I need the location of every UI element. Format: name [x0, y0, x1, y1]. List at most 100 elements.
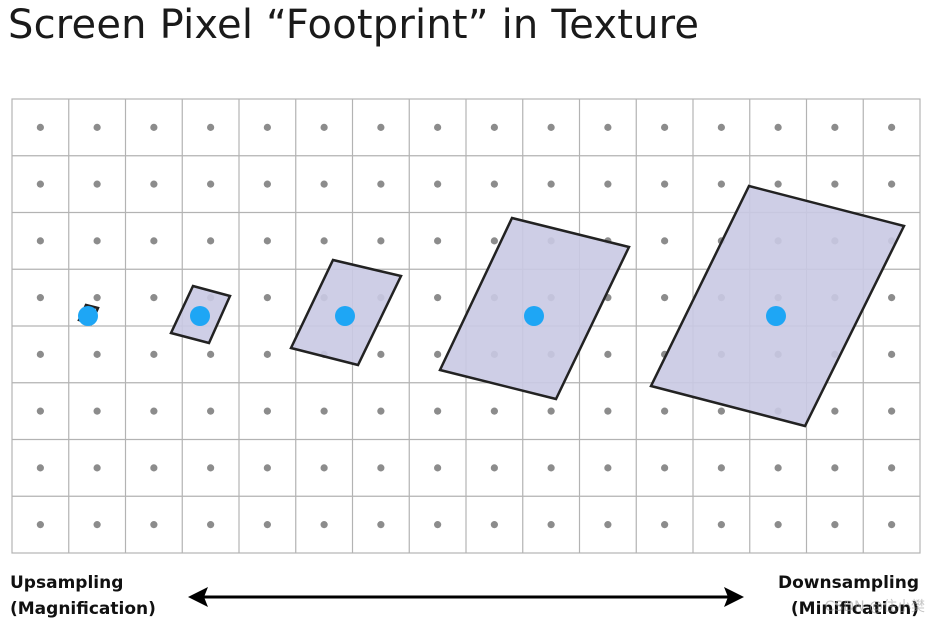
texel-dot — [774, 464, 782, 472]
downsampling-label: Downsampling (Minification) — [778, 570, 919, 622]
texel-dot — [888, 180, 896, 188]
texel-dot — [661, 294, 669, 302]
double-arrow — [188, 587, 744, 607]
texel-dot — [263, 407, 271, 415]
texel-dot — [604, 180, 612, 188]
texel-dot — [36, 180, 44, 188]
texel-dot — [888, 407, 896, 415]
texel-dot — [717, 180, 725, 188]
texel-dot — [434, 464, 442, 472]
texel-dot — [490, 407, 498, 415]
texel-dot — [320, 123, 328, 131]
texel-dot — [717, 464, 725, 472]
texel-dot — [263, 180, 271, 188]
texel-dot — [888, 294, 896, 302]
texel-dot — [263, 294, 271, 302]
texel-dot — [661, 464, 669, 472]
texel-dot — [93, 294, 101, 302]
texel-dot — [93, 237, 101, 245]
texel-dot — [547, 464, 555, 472]
texel-dot — [263, 237, 271, 245]
texel-dot — [150, 180, 158, 188]
texel-dot — [434, 180, 442, 188]
texel-dot — [888, 123, 896, 131]
texel-dot — [490, 464, 498, 472]
texel-dot — [150, 237, 158, 245]
texel-dot — [377, 407, 385, 415]
texel-dot — [717, 521, 725, 529]
texel-dot — [263, 123, 271, 131]
texel-dot — [434, 407, 442, 415]
texel-dot — [547, 407, 555, 415]
arrow-head-left — [188, 587, 208, 607]
minification-text: (Minification) — [790, 599, 919, 619]
texel-dot — [661, 123, 669, 131]
texel-dot — [93, 464, 101, 472]
texel-dot — [36, 464, 44, 472]
texel-dot — [93, 350, 101, 358]
texel-dot — [93, 521, 101, 529]
texel-dot — [604, 407, 612, 415]
footprint-xlarge — [649, 184, 906, 428]
texel-dot — [831, 464, 839, 472]
texel-dot — [377, 123, 385, 131]
texel-dot — [831, 407, 839, 415]
texel-dot — [36, 237, 44, 245]
texel-dot — [320, 407, 328, 415]
texel-dot — [150, 521, 158, 529]
pixel-center-dot — [190, 306, 210, 326]
slide-title: Screen Pixel “Footprint” in Texture — [8, 2, 700, 48]
texel-dot — [831, 123, 839, 131]
texel-dot — [377, 237, 385, 245]
texel-dot — [320, 464, 328, 472]
texel-dot — [150, 407, 158, 415]
texel-dot — [93, 407, 101, 415]
texel-dot — [661, 180, 669, 188]
texel-dot — [490, 180, 498, 188]
texel-dot — [547, 521, 555, 529]
texel-dot — [207, 123, 215, 131]
texel-dot — [207, 521, 215, 529]
texel-dot — [263, 464, 271, 472]
texel-dot — [434, 521, 442, 529]
texel-dot — [207, 350, 215, 358]
texel-dot — [434, 350, 442, 358]
texel-dot — [150, 123, 158, 131]
texel-dot — [150, 350, 158, 358]
texel-dot — [717, 407, 725, 415]
magnification-text: (Magnification) — [10, 599, 156, 619]
pixel-center-dot — [766, 306, 786, 326]
texel-dot — [36, 350, 44, 358]
texel-dot — [717, 123, 725, 131]
texel-dot — [604, 123, 612, 131]
texel-dot — [320, 180, 328, 188]
texel-dot — [36, 407, 44, 415]
texel-dot — [547, 123, 555, 131]
texel-dot — [604, 350, 612, 358]
texel-dot — [377, 180, 385, 188]
texel-dot — [320, 521, 328, 529]
texel-dot — [263, 350, 271, 358]
texel-dot — [207, 407, 215, 415]
texel-dot — [490, 123, 498, 131]
downsampling-text: Downsampling — [778, 573, 919, 593]
texel-dot — [888, 464, 896, 472]
texel-dot — [434, 294, 442, 302]
texel-dot — [434, 123, 442, 131]
texel-dot — [36, 123, 44, 131]
texel-dot — [661, 521, 669, 529]
texel-dot — [150, 294, 158, 302]
texel-dot — [150, 464, 158, 472]
texel-dot — [604, 521, 612, 529]
texel-dot — [490, 237, 498, 245]
texel-dot — [831, 521, 839, 529]
pixel-center-dot — [335, 306, 355, 326]
texel-dot — [377, 464, 385, 472]
texel-dot — [36, 521, 44, 529]
texel-dot — [774, 521, 782, 529]
texel-dot — [888, 521, 896, 529]
texel-dot — [831, 180, 839, 188]
watermark: CSDN @住小樊 — [824, 599, 925, 615]
texel-dot — [377, 350, 385, 358]
